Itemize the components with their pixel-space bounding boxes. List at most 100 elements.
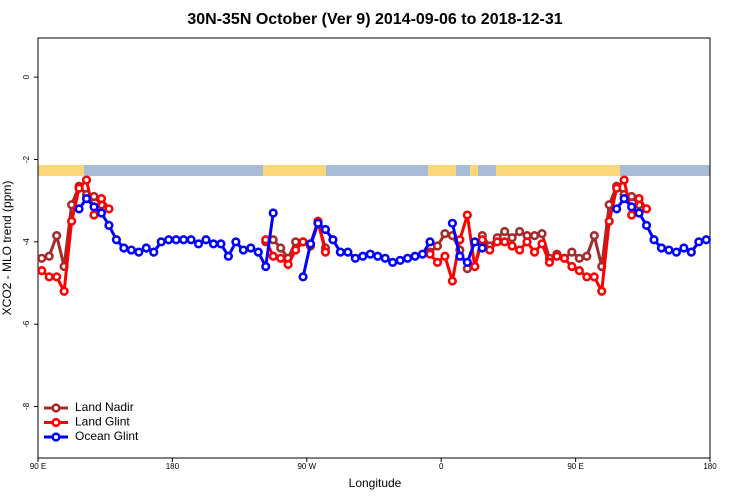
data-point (171, 235, 181, 245)
data-point (507, 233, 517, 243)
data-point (246, 243, 256, 253)
data-point (686, 247, 696, 257)
data-point (619, 175, 629, 185)
legend-label: Land Glint (75, 415, 130, 429)
data-point (462, 257, 472, 268)
data-point (462, 210, 472, 220)
data-point (574, 266, 584, 276)
plot-frame (37, 37, 711, 459)
data-point (477, 243, 487, 253)
data-point (283, 259, 293, 270)
data-point (268, 251, 278, 261)
data-point (701, 235, 711, 245)
data-point (470, 261, 480, 272)
data-point (365, 249, 375, 259)
data-point (619, 193, 629, 204)
data-point (298, 237, 308, 247)
y-tick-label: 0 (22, 74, 31, 79)
data-point (529, 231, 540, 241)
data-point (410, 251, 420, 261)
data-point (81, 193, 92, 204)
data-point (634, 208, 644, 218)
y-tick-label: -6 (22, 320, 31, 328)
data-point (276, 253, 286, 263)
legend-marker (51, 403, 61, 413)
data-point (537, 228, 547, 239)
data-point (574, 253, 584, 263)
data-point (261, 261, 271, 272)
data-point (96, 208, 107, 218)
data-point (37, 266, 47, 276)
data-point (104, 220, 114, 230)
data-point (216, 239, 226, 249)
data-point (417, 249, 428, 259)
data-point (567, 261, 577, 272)
data-point (231, 237, 241, 247)
chart-title: 30N-35N October (Ver 9) 2014-09-06 to 20… (187, 11, 562, 28)
data-point (500, 226, 510, 237)
data-point (656, 243, 667, 253)
data-point (447, 218, 458, 228)
data-point (582, 272, 592, 282)
data-point (432, 257, 443, 268)
data-point (612, 204, 622, 214)
data-point (373, 251, 383, 261)
data-point (74, 183, 84, 193)
data-point (671, 247, 682, 257)
data-point (514, 226, 525, 237)
data-point (537, 239, 547, 249)
x-tick-label: 90 W (297, 462, 316, 471)
data-point (380, 253, 390, 263)
data-point (156, 237, 166, 247)
data-point (641, 204, 652, 214)
data-point (589, 272, 599, 282)
data-point (268, 208, 278, 218)
x-tick-label: 180 (166, 462, 180, 471)
data-point (320, 247, 331, 257)
data-point (649, 235, 659, 245)
data-point (81, 175, 92, 185)
legend-label: Ocean Glint (75, 429, 139, 443)
data-point (492, 237, 502, 247)
data-point (522, 237, 532, 247)
data-point (641, 220, 652, 230)
x-tick-label: 0 (439, 462, 444, 471)
data-point (89, 202, 99, 212)
data-point (141, 243, 151, 253)
x-tick-label: 90 E (567, 462, 583, 471)
data-point (238, 245, 248, 255)
data-point (634, 193, 644, 204)
y-tick-label: -8 (22, 402, 31, 410)
data-point (343, 247, 353, 257)
data-point (52, 231, 62, 241)
data-point (358, 251, 368, 261)
legend-label: Land Nadir (75, 400, 134, 414)
data-point (447, 276, 458, 286)
data-point (253, 247, 263, 257)
data-point (626, 202, 637, 212)
data-point (485, 245, 495, 255)
x-tick-label: 180 (703, 462, 717, 471)
data-point (425, 237, 435, 247)
data-point (305, 239, 316, 249)
data-point (455, 251, 465, 261)
land-mask-strip (38, 165, 710, 176)
data-point (208, 239, 219, 249)
data-point (552, 251, 562, 261)
data-point (604, 216, 614, 226)
data-point (276, 243, 286, 253)
data-point (291, 245, 301, 255)
data-point (111, 235, 121, 245)
data-point (328, 235, 338, 245)
y-tick-label: -2 (22, 155, 31, 163)
data-point (582, 251, 592, 261)
data-point (388, 257, 398, 268)
data-point (559, 253, 570, 263)
data-point (500, 237, 510, 247)
data-point (425, 249, 435, 259)
data-point (298, 272, 308, 282)
data-point (597, 286, 607, 296)
data-point (164, 235, 174, 245)
data-point (59, 286, 69, 296)
